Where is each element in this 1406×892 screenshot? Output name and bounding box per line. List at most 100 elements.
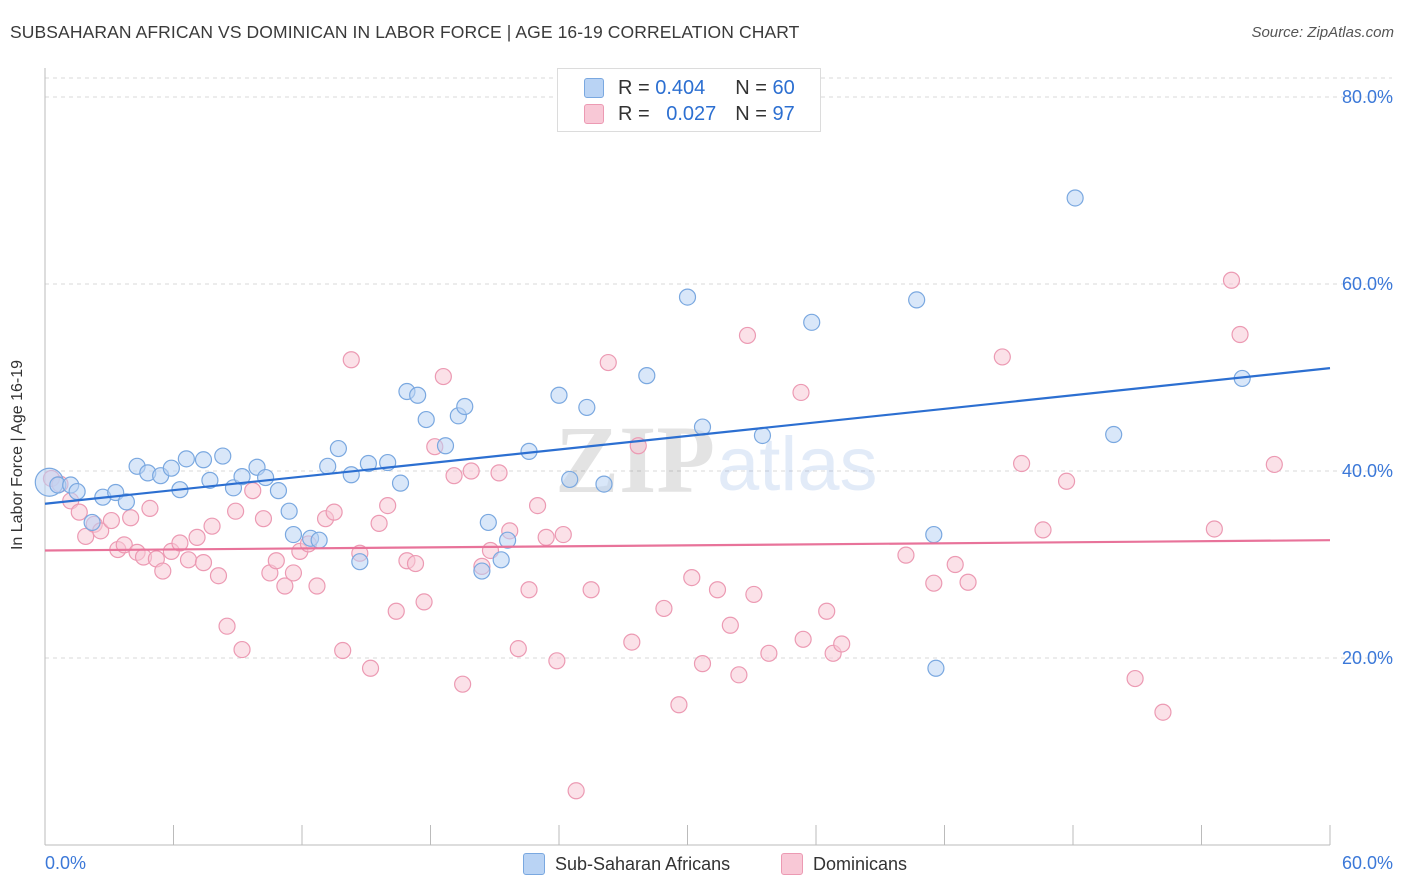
sub-saharan-africans-point: [162, 459, 180, 477]
sub-saharan-africans-point: [678, 288, 697, 306]
dominicans-point: [1231, 325, 1249, 344]
dominicans-point: [993, 348, 1011, 366]
dominicans-point: [370, 514, 388, 532]
legend-pink-n: 97: [772, 102, 795, 125]
sub-saharan-africans-point: [578, 398, 596, 417]
dominicans-point: [233, 640, 251, 659]
sub-saharan-africans-point: [927, 659, 945, 677]
y-tick-label: 40.0%: [1342, 461, 1393, 481]
watermark-atlas: atlas: [717, 422, 878, 507]
dominicans-point: [218, 617, 236, 635]
sub-saharan-africans-point: [68, 482, 86, 501]
legend-item-sub-saharan-africans[interactable]: Sub-Saharan Africans: [523, 852, 730, 876]
dominicans-point: [897, 546, 915, 564]
dominicans-point: [1057, 472, 1076, 490]
sub-saharan-africans-point: [83, 513, 101, 532]
dominicans-point: [276, 577, 294, 595]
dominicans-point: [227, 502, 245, 520]
correlation-legend: R = 0.404 N = 60 R = 0.027 N = 97: [557, 68, 821, 132]
dominicans-point: [655, 599, 673, 618]
sub-saharan-africans-point: [391, 474, 410, 492]
grid-lines: [45, 77, 1392, 659]
dominicans-point: [818, 602, 836, 620]
sub-saharan-africans-point: [269, 482, 288, 500]
legend-r-label: R =: [618, 102, 650, 125]
dominicans-point: [1154, 703, 1172, 721]
sub-saharan-africans-point: [908, 291, 926, 309]
sub-saharan-africans-point: [280, 502, 298, 520]
dominicans-point: [203, 517, 221, 535]
x-tick-label: 0.0%: [45, 853, 86, 873]
dominicans-point: [1126, 669, 1144, 688]
dominicans-point: [415, 593, 433, 611]
dominicans-point: [361, 659, 380, 677]
sub-saharan-africans-point: [417, 410, 435, 429]
dominicans-point: [582, 581, 600, 599]
dominicans-point: [1205, 520, 1223, 538]
axes: [44, 68, 1331, 846]
sub-saharan-africans-point: [925, 525, 943, 544]
sub-saharan-africans-point: [456, 397, 474, 416]
sub-saharan-africans-point: [436, 437, 455, 455]
dominicans-point: [567, 782, 585, 800]
dominicans-point: [623, 633, 641, 651]
dominicans-point: [267, 552, 285, 570]
legend-row-pink: R = 0.027 N = 97: [584, 101, 795, 127]
dominicans-point: [745, 585, 763, 604]
dominicans-point: [1222, 271, 1241, 289]
sub-saharan-africans-point: [310, 531, 328, 549]
legend-label-pink: Dominicans: [813, 853, 908, 874]
dominicans-point: [528, 496, 547, 515]
sub-saharan-africans-point: [499, 531, 517, 549]
sub-saharan-africans-point: [409, 386, 427, 404]
dominicans-points: [42, 271, 1283, 800]
dominicans-point: [179, 551, 198, 569]
dominicans-point: [721, 616, 739, 634]
sub-saharan-africans-point: [1105, 425, 1123, 444]
dominicans-point: [520, 581, 538, 599]
sub-saharan-africans-point: [473, 562, 491, 580]
sub-saharan-africans-point: [803, 313, 821, 331]
x-tick-label: 60.0%: [1342, 853, 1393, 873]
sub-saharan-africans-point: [117, 493, 135, 511]
dominicans-point: [670, 696, 688, 714]
dominicans-trend-line: [44, 539, 1331, 552]
blue-swatch-icon: [584, 78, 604, 98]
dominicans-point: [188, 528, 206, 546]
watermark: ZIP atlas: [555, 406, 878, 513]
dominicans-point: [462, 462, 480, 480]
sub-saharan-africans-point: [329, 439, 348, 458]
sub-saharan-africans-point: [561, 470, 579, 489]
watermark-zip: ZIP: [555, 406, 715, 513]
dominicans-point: [454, 675, 472, 693]
dominicans-point: [708, 581, 727, 599]
dominicans-point: [334, 641, 352, 660]
sub-saharan-africans-point: [359, 454, 377, 473]
legend-label-blue: Sub-Saharan Africans: [555, 853, 731, 874]
sub-saharan-africans-point: [693, 418, 712, 436]
dominicans-point: [959, 573, 977, 591]
tick-labels: 20.0% 40.0% 60.0% 80.0% 0.0% 60.0%: [45, 87, 1393, 873]
blue-swatch-icon: [523, 853, 545, 875]
sub-saharan-africans-point: [319, 457, 337, 475]
y-tick-label: 80.0%: [1342, 87, 1393, 107]
sub-saharan-africans-points: [34, 189, 1251, 677]
dominicans-point: [683, 568, 701, 587]
dominicans-point: [244, 482, 262, 500]
dominicans-point: [171, 534, 189, 552]
legend-pink-r: 0.027: [666, 102, 717, 125]
sub-saharan-africans-point: [233, 468, 251, 486]
dominicans-point: [599, 353, 617, 372]
dominicans-point: [194, 554, 213, 572]
dominicans-point: [254, 510, 273, 528]
sub-saharan-africans-point: [550, 386, 568, 404]
legend-item-dominicans[interactable]: Dominicans: [781, 852, 907, 876]
dominicans-point: [946, 555, 964, 574]
dominicans-point: [693, 655, 712, 673]
dominicans-point: [70, 503, 88, 521]
legend-row-blue: R = 0.404 N = 60: [584, 75, 795, 101]
dominicans-point: [554, 525, 572, 544]
dominicans-point: [509, 640, 527, 658]
dominicans-point: [738, 326, 757, 345]
